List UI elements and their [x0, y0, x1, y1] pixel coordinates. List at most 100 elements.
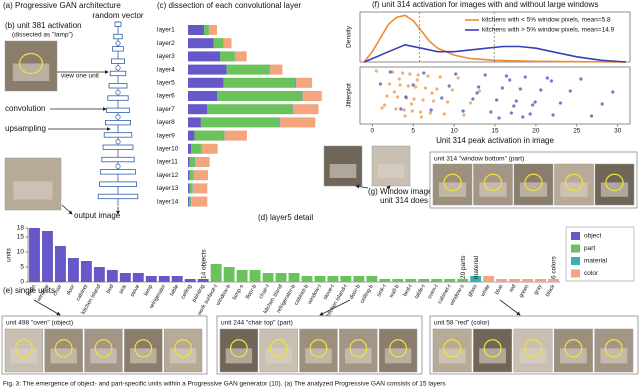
- bar-segment: [268, 64, 270, 75]
- jitter-point: [410, 109, 414, 113]
- activation-outline: [564, 339, 583, 358]
- legend-swatch: [571, 269, 580, 278]
- image-detail: [384, 348, 412, 364]
- image-detail: [90, 348, 117, 364]
- x-tick-label: table-t: [414, 283, 427, 300]
- image-detail: [265, 348, 292, 364]
- network-layer: [103, 132, 133, 138]
- bar-segment: [188, 64, 227, 75]
- image-detail: [169, 348, 197, 364]
- jitter-point: [504, 74, 509, 78]
- y-tick-label: layer13: [157, 185, 179, 192]
- arrow: [355, 184, 369, 189]
- jitter-point: [397, 77, 401, 81]
- x-tick-label: lamp: [143, 284, 154, 297]
- jitter-point: [440, 96, 444, 100]
- activation-outline: [443, 173, 462, 192]
- x-tick-label: bed-t: [402, 283, 414, 297]
- bar: [535, 279, 546, 282]
- chart-title: (d) layer5 detail: [258, 213, 313, 222]
- legend-swatch: [571, 232, 580, 240]
- bar: [509, 279, 521, 282]
- jitter-point: [500, 86, 504, 90]
- bar-segment: [195, 157, 210, 167]
- x-tick-label: floor-b: [245, 284, 258, 301]
- bar: [496, 279, 508, 282]
- y-tick-label: layer11: [157, 159, 178, 166]
- chart-title: (c) dissection of each convolutional lay…: [157, 1, 301, 10]
- jitter-point: [523, 75, 527, 79]
- image-detail: [10, 348, 38, 364]
- plot-frame: [359, 11, 631, 63]
- x-tick-label: oven: [26, 284, 37, 297]
- jitter-point: [558, 101, 563, 105]
- chart-title: (f) unit 314 activation for images with …: [372, 0, 598, 9]
- arrow: [499, 299, 521, 316]
- x-tick-label: bed: [106, 284, 116, 295]
- jitter-point: [402, 108, 406, 112]
- bar: [418, 279, 430, 282]
- jitter-point: [394, 107, 398, 111]
- network-layer: [97, 193, 139, 200]
- y-tick-label: layer12: [157, 172, 179, 179]
- bar: [366, 276, 378, 282]
- bar: [93, 267, 105, 282]
- x-tick-label: 30: [614, 128, 622, 135]
- x-tick-label: lamp-s: [232, 284, 246, 302]
- x-tick-label: 15: [491, 128, 499, 135]
- x-tick-label: sink-t: [376, 283, 388, 298]
- jitter-point: [432, 99, 436, 103]
- bar-segment: [234, 51, 236, 62]
- jitter-point: [422, 71, 426, 75]
- jitter-point: [518, 87, 522, 91]
- jitter-point: [495, 98, 499, 102]
- y-tick-label: 18: [17, 225, 25, 232]
- jitter-point: [509, 111, 513, 115]
- x-tick-label: door-b: [349, 284, 362, 301]
- network-label: random vector: [92, 11, 143, 20]
- y-tick-label: layer1: [157, 27, 175, 34]
- image-detail: [600, 348, 628, 364]
- bar-segment: [300, 91, 303, 101]
- bar-segment: [188, 38, 214, 49]
- bar-segment: [224, 130, 247, 141]
- network-label: upsampling: [5, 124, 46, 133]
- x-tick-label: black: [545, 284, 557, 298]
- bar-segment: [294, 77, 296, 88]
- group-label: 20 parts: [460, 255, 467, 279]
- bar: [262, 273, 274, 282]
- activation-outline: [389, 339, 408, 358]
- jitter-point: [600, 102, 604, 106]
- bar: [223, 267, 235, 282]
- bar-segment: [223, 77, 295, 88]
- activation-outline: [564, 173, 584, 192]
- y-tick-label: layer6: [157, 93, 175, 100]
- bar-segment: [269, 64, 283, 75]
- bar: [483, 276, 495, 282]
- bar: [158, 276, 170, 282]
- bar-segment: [226, 64, 269, 75]
- network-layer: [106, 107, 130, 113]
- jitter-point: [396, 95, 400, 99]
- jitter-point: [412, 97, 416, 101]
- jitter-point: [415, 78, 419, 82]
- jitter-point: [382, 103, 387, 107]
- bar: [184, 279, 196, 282]
- jitter-point: [514, 99, 518, 103]
- jitter-point: [461, 109, 465, 113]
- bar-segment: [208, 25, 218, 35]
- arrow: [33, 299, 61, 316]
- bar-segment: [188, 25, 205, 35]
- x-tick-label: ceiling: [180, 284, 193, 301]
- network-label: convolution: [5, 104, 45, 113]
- bar-segment: [188, 51, 221, 62]
- legend-label: material: [584, 258, 608, 265]
- y-tick-label: layer7: [157, 106, 175, 113]
- panel-title: (e) single units: [3, 286, 55, 295]
- bar: [392, 279, 404, 282]
- activation-outline: [483, 173, 503, 192]
- network-layer: [109, 70, 127, 77]
- jitter-point: [387, 82, 392, 86]
- activation-outline: [604, 339, 623, 358]
